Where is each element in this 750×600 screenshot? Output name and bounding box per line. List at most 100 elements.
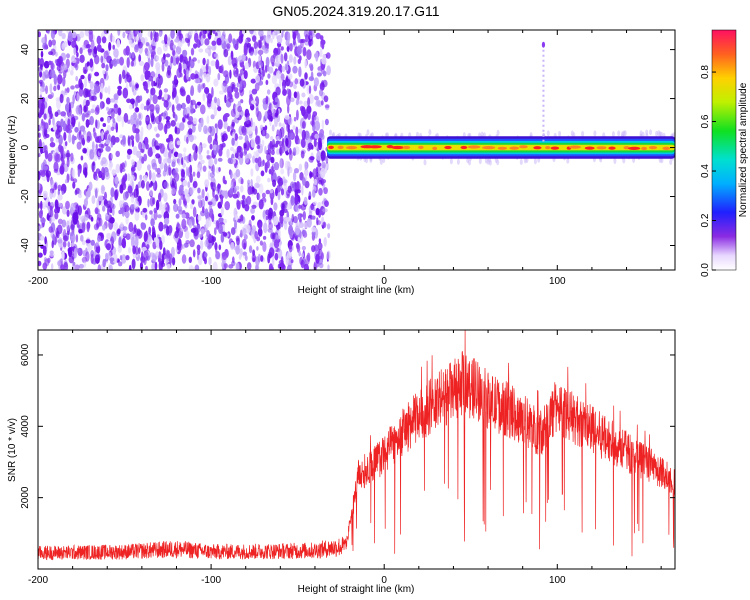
noise-point <box>67 247 71 253</box>
noise-point <box>255 256 260 266</box>
noise-point <box>77 169 81 178</box>
noise-point <box>316 72 322 77</box>
noise-point <box>276 34 283 45</box>
noise-point <box>82 250 87 257</box>
noise-point <box>278 259 284 265</box>
noise-point <box>190 99 196 106</box>
noise-point <box>221 190 227 197</box>
noise-point <box>113 48 119 58</box>
noise-point <box>52 116 55 126</box>
noise-point <box>85 251 90 262</box>
noise-point <box>79 47 83 55</box>
noise-point <box>321 161 326 170</box>
noise-point <box>74 189 78 196</box>
noise-point <box>254 182 260 189</box>
noise-point <box>192 117 198 125</box>
band-peak <box>608 146 616 150</box>
noise-point <box>135 36 140 41</box>
noise-point <box>102 205 106 212</box>
noise-point <box>277 192 281 201</box>
noise-point <box>295 30 299 36</box>
noise-point <box>53 85 57 92</box>
noise-point <box>195 145 198 154</box>
noise-point <box>161 56 166 64</box>
noise-point <box>242 251 247 256</box>
noise-point <box>265 95 269 105</box>
noise-point <box>39 107 45 115</box>
noise-point <box>202 206 205 214</box>
noise-point <box>241 126 247 136</box>
noise-point <box>250 207 256 214</box>
noise-point <box>82 147 87 154</box>
noise-point <box>207 45 212 50</box>
noise-point <box>155 32 159 42</box>
noise-point <box>165 53 171 58</box>
noise-point <box>253 151 256 158</box>
noise-point <box>101 166 105 177</box>
band-halo-point <box>468 159 471 166</box>
noise-point <box>283 52 288 62</box>
noise-point <box>192 206 197 218</box>
noise-point <box>110 59 117 65</box>
noise-point <box>92 161 96 167</box>
noise-point <box>311 230 316 237</box>
noise-point <box>230 227 236 236</box>
snr-panel: -200 -100 0 100 2000 4000 6000 Height of stra… <box>7 329 676 595</box>
noise-point <box>51 263 54 270</box>
noise-point <box>207 201 213 206</box>
noise-point <box>217 183 221 189</box>
noise-point <box>236 82 240 88</box>
noise-point <box>89 135 93 141</box>
noise-point <box>88 30 94 35</box>
noise-point <box>288 225 294 236</box>
noise-point <box>205 73 211 83</box>
noise-point <box>268 263 273 270</box>
noise-point <box>193 43 198 49</box>
noise-point <box>235 169 241 178</box>
noise-point <box>150 87 156 96</box>
noise-point <box>207 93 213 104</box>
noise-point <box>62 241 67 248</box>
noise-point <box>140 148 145 153</box>
noise-point <box>234 91 240 99</box>
noise-point <box>60 264 65 270</box>
noise-point <box>264 111 268 119</box>
spike-point <box>541 41 546 48</box>
noise-point <box>177 156 182 166</box>
noise-point <box>284 160 289 170</box>
y-tick-label: 6000 <box>20 343 31 366</box>
noise-point <box>151 51 156 56</box>
noise-point <box>301 130 305 138</box>
noise-point <box>263 48 269 54</box>
noise-point <box>130 195 135 204</box>
noise-point <box>66 158 70 168</box>
noise-point <box>292 216 298 224</box>
noise-point <box>141 246 147 252</box>
noise-point <box>251 204 257 209</box>
noise-point <box>119 255 123 261</box>
noise-point <box>326 223 331 230</box>
noise-point <box>252 35 257 42</box>
noise-point <box>43 60 50 69</box>
noise-point <box>179 54 184 61</box>
noise-point <box>190 47 195 56</box>
noise-point <box>236 145 242 153</box>
noise-point <box>49 205 53 211</box>
noise-point <box>202 93 206 102</box>
noise-point <box>147 147 153 158</box>
noise-point <box>169 39 174 51</box>
colorbar-gradient <box>711 29 737 271</box>
noise-point <box>60 145 64 155</box>
noise-point <box>278 228 281 240</box>
noise-point <box>192 249 196 258</box>
noise-point <box>212 261 218 270</box>
noise-point <box>322 208 328 213</box>
noise-point <box>136 150 142 158</box>
noise-point <box>100 144 105 149</box>
noise-point <box>210 181 214 190</box>
noise-point <box>271 124 275 132</box>
noise-point <box>168 253 173 264</box>
noise-point <box>120 222 124 228</box>
noise-point <box>71 40 77 48</box>
x-tick-label: -100 <box>201 575 221 586</box>
